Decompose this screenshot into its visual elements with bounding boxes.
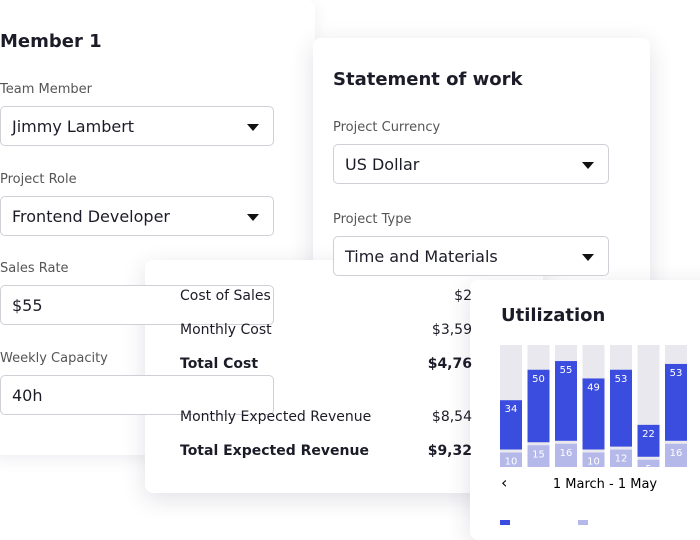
cost-value: $4,76 (427, 356, 472, 372)
bar (637, 424, 660, 457)
field-label: Project Type (333, 212, 412, 227)
bar (555, 361, 577, 441)
cost-value: $8,54 (431, 409, 472, 425)
statement-title: Statement of work (333, 69, 523, 90)
field-label: Team Member (0, 82, 92, 97)
field-label: Project Currency (333, 120, 441, 135)
cost-label: Total Expected Revenue (180, 443, 369, 459)
field-input[interactable]: Jimmy Lambert (0, 106, 274, 146)
field-label: Weekly Capacity (0, 350, 108, 366)
cost-value: $3,59 (431, 322, 472, 338)
cost-label: Monthly Cost (180, 322, 272, 338)
period: 1 March - 1 May (553, 477, 658, 492)
cost-label: Total Cost (180, 356, 259, 372)
bar-label: 34 (505, 404, 518, 415)
bar (582, 452, 605, 467)
dropdown-caret[interactable] (247, 213, 259, 221)
bar (582, 378, 605, 450)
utilization-chart: ‹ 1 March - 1 May 10 34 15 50 16 55 10 49 12 53 5 2… (500, 345, 687, 525)
bar-label: 10 (505, 457, 518, 468)
field-value: Time and Materials (345, 247, 498, 266)
bar-label: 16 (670, 448, 683, 459)
bar (500, 400, 522, 450)
cost-value: $2 (454, 288, 472, 304)
bar-label: 16 (560, 448, 573, 459)
bar (665, 363, 687, 441)
field-label: Sales Rate (0, 261, 69, 276)
bar (610, 449, 632, 467)
bar (665, 443, 687, 467)
field-input[interactable]: Frontend Developer (0, 195, 274, 236)
field-input[interactable]: 40h (0, 374, 274, 415)
page: Member 1 Statement of work Utilization ‹… (0, 31, 687, 525)
bar-label: 50 (532, 374, 545, 385)
field-input[interactable]: Time and Materials (333, 236, 609, 276)
field-input[interactable]: US Dollar (333, 144, 609, 184)
prev-arrow[interactable]: ‹ (501, 473, 507, 492)
bar-label: 15 (532, 449, 545, 460)
bar-label: 49 (587, 382, 600, 393)
bar-label: 22 (642, 429, 655, 440)
bar-label: 55 (560, 365, 573, 376)
legend-swatch (578, 520, 588, 525)
bar (527, 369, 550, 443)
bar-label: 53 (615, 374, 628, 385)
dropdown-caret[interactable] (582, 254, 594, 261)
field-value: Jimmy Lambert (12, 117, 135, 136)
bar-label: 53 (670, 368, 683, 379)
field-value: Frontend Developer (12, 206, 170, 226)
legend-swatch (500, 520, 510, 525)
dropdown-caret[interactable] (247, 124, 259, 131)
field-value: US Dollar (345, 155, 420, 174)
bar (527, 445, 550, 467)
cost-label: Cost of Sales (180, 288, 271, 304)
bar (610, 369, 632, 447)
member-title: Member 1 (0, 31, 102, 52)
bar-label: 10 (587, 457, 600, 468)
bar (637, 459, 660, 467)
bar (555, 443, 577, 467)
dropdown-caret[interactable] (582, 162, 594, 169)
bar (500, 452, 522, 467)
field-input[interactable]: $55 (0, 285, 274, 325)
bar-label: 5 (645, 464, 651, 475)
cost-label: Monthly Expected Revenue (180, 409, 372, 425)
field-value: 40h (12, 385, 43, 405)
field-value: $55 (12, 296, 43, 315)
field-label: Project Role (0, 171, 77, 187)
cost-value: $9,32 (427, 443, 472, 459)
bar-label: 12 (615, 454, 628, 465)
utilization-title: Utilization (501, 305, 606, 326)
